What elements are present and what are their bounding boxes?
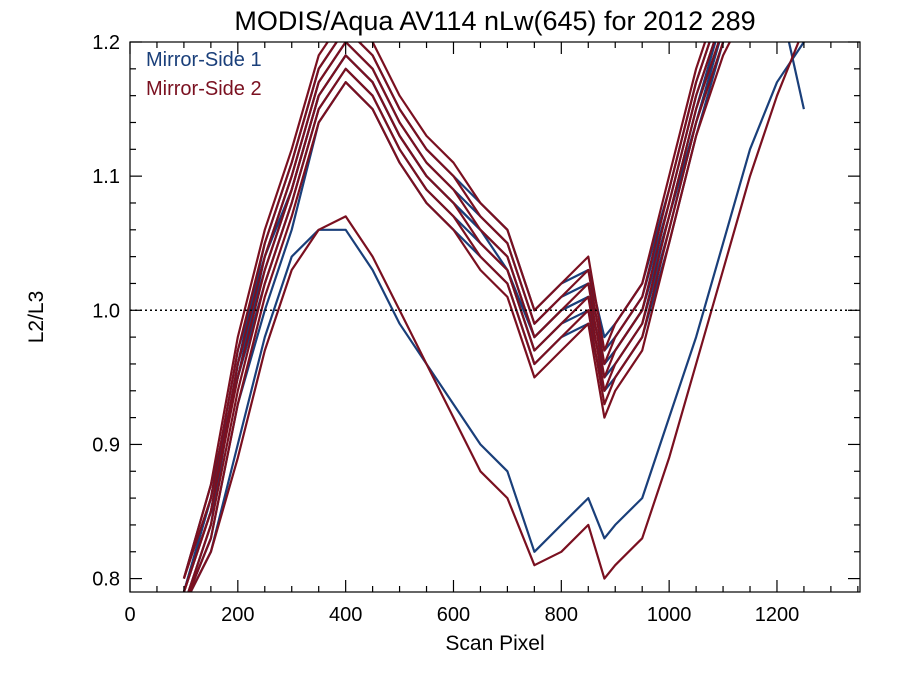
y-tick-label: 1.2: [92, 32, 120, 54]
series-line-12-mirror-side-2: [182, 42, 707, 579]
y-axis: 0.8 0.9 1.0 1.1 1.2: [92, 32, 860, 591]
y-tick-label: 0.8: [92, 569, 120, 591]
series-line-10-mirror-side-2: [187, 42, 725, 592]
series-line-8-mirror-side-2: [182, 42, 716, 592]
plot-frame: [129, 41, 861, 593]
x-tick-label: 1200: [755, 604, 800, 626]
x-tick-label: 0: [124, 604, 135, 626]
x-tick-label: 800: [545, 604, 578, 626]
series-line-7-mirror-side-1: [189, 42, 805, 592]
legend-entry-mirror-side-1: Mirror-Side 1: [146, 49, 262, 71]
series-line-14-mirror-side-2: [189, 42, 800, 592]
series-group: [182, 42, 805, 592]
series-line-11-mirror-side-2: [182, 42, 720, 592]
x-axis: 0 200 400 600 800 1000 1200: [124, 42, 859, 626]
legend: Mirror-Side 1 Mirror-Side 2: [146, 49, 262, 100]
y-tick-label: 1.1: [92, 166, 120, 188]
series-line-9-mirror-side-2: [182, 42, 711, 579]
x-axis-label: Scan Pixel: [445, 632, 544, 655]
chart-title: MODIS/Aqua AV114 nLw(645) for 2012 289: [234, 6, 755, 36]
x-tick-label: 400: [329, 604, 362, 626]
x-tick-label: 600: [437, 604, 470, 626]
x-tick-label: 1000: [647, 604, 692, 626]
y-tick-label: 1.0: [92, 300, 120, 322]
y-tick-label: 0.9: [92, 434, 120, 456]
x-tick-label: 200: [221, 604, 254, 626]
y-axis-label: L2/L3: [25, 291, 48, 344]
series-line-13-mirror-side-2: [188, 42, 732, 592]
legend-entry-mirror-side-2: Mirror-Side 2: [146, 78, 262, 100]
